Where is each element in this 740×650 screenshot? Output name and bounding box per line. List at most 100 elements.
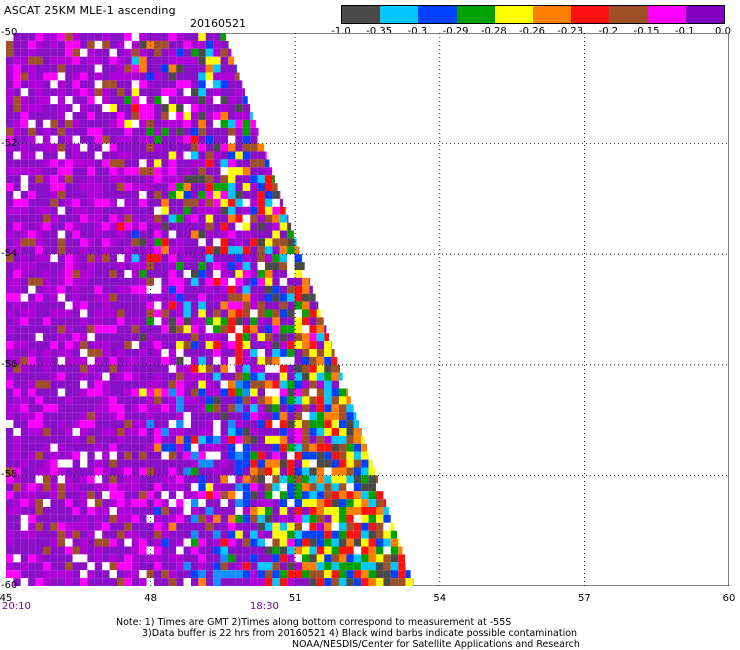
data-cell [6,301,14,310]
data-cell [6,40,14,49]
data-cell [390,570,399,579]
data-cell [220,380,228,389]
data-cell [57,507,66,515]
data-cell [65,522,73,531]
data-cell [250,254,258,263]
data-cell [35,562,43,571]
data-cell [87,451,95,460]
data-cell [6,135,14,144]
data-cell [102,538,110,547]
data-cell [13,507,21,515]
data-cell [94,293,103,302]
data-cell [94,246,103,255]
data-cell [139,64,147,73]
data-cell [205,72,214,81]
data-cell [168,388,177,397]
data-cell [65,270,73,278]
data-cell [250,301,258,310]
data-cell [183,554,191,563]
data-cell [94,112,103,120]
data-cell [228,356,236,365]
data-cell [353,412,357,421]
data-cell [309,388,317,397]
data-cell [191,40,199,49]
data-cell [176,159,184,168]
data-cell [124,206,132,215]
data-cell [28,538,36,547]
data-cell [20,33,29,41]
data-cell [257,372,265,381]
data-cell [176,356,184,365]
data-cell [20,443,29,452]
data-cell [213,127,221,136]
data-cell [87,538,95,547]
data-cell [154,112,162,120]
data-cell [383,507,389,515]
data-cell [191,56,199,65]
data-cell [257,578,265,586]
data-cell [102,459,110,468]
data-cell [235,198,243,207]
data-cell [50,206,58,215]
data-cell [50,285,58,294]
data-cell [368,522,376,531]
data-cell [265,420,273,428]
data-cell [176,341,184,349]
data-cell [331,356,338,365]
data-cell [250,538,258,547]
data-cell [146,538,154,547]
data-cell [28,570,36,579]
data-cell [353,475,362,484]
data-cell [346,522,354,531]
data-cell [72,364,80,373]
data-cell [183,206,191,215]
data-cell [6,349,14,357]
data-cell [316,333,325,342]
data-cell [43,562,51,571]
data-cell [65,514,73,523]
latitude-tick-label: -50 [1,27,18,38]
data-cell [28,72,36,81]
data-cell [139,167,147,176]
data-cell [242,420,251,428]
data-cell [294,238,297,247]
data-cell [235,341,243,349]
data-cell [50,562,58,571]
data-cell [146,570,154,579]
data-cell [198,191,206,199]
data-cell [124,191,132,199]
data-cell [176,191,184,199]
data-cell [109,151,117,160]
data-cell [102,56,110,65]
data-cell [265,151,267,160]
data-cell [161,104,169,112]
data-cell [183,325,191,334]
data-cell [168,428,177,436]
data-cell [176,420,184,428]
data-cell [198,104,206,112]
data-cell [139,104,147,112]
data-cell [6,183,14,191]
data-cell [168,119,177,128]
data-cell [279,499,288,507]
data-cell [13,356,21,365]
data-cell [287,451,295,460]
data-cell [235,404,243,413]
data-cell [6,198,14,207]
data-cell [117,562,125,571]
data-cell [176,499,184,507]
data-cell [20,522,29,531]
data-cell [72,420,80,428]
data-cell [154,293,162,302]
data-cell [257,262,265,270]
data-cell [250,317,258,326]
data-cell [65,167,73,176]
data-cell [124,349,132,357]
data-cell [213,285,221,294]
data-cell [183,143,191,152]
data-cell [198,562,206,571]
data-cell [94,467,103,476]
data-cell [183,191,191,199]
data-cell [191,546,199,555]
data-cell [205,333,214,342]
